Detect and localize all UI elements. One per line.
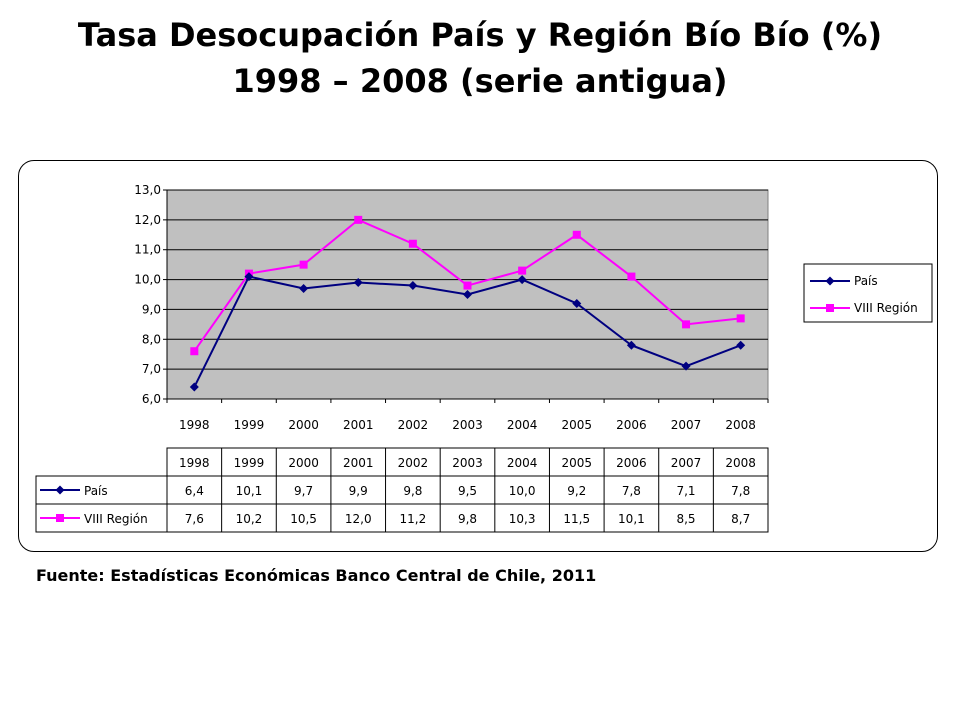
data-point-0-8 (626, 340, 636, 350)
table-header-cell: 2001 (343, 456, 374, 470)
table-header-cell: 2005 (561, 456, 592, 470)
y-tick-label: 6,0 (142, 392, 161, 406)
table-cell-1-3: 12,0 (345, 512, 372, 526)
table-header-cell: 1999 (234, 456, 265, 470)
table-cell-0-2: 9,7 (294, 484, 313, 498)
table-cell-1-2: 10,5 (290, 512, 317, 526)
table-cell-0-9: 7,1 (676, 484, 695, 498)
x-tick-label: 1999 (234, 418, 265, 432)
table-cell-1-0: 7,6 (185, 512, 204, 526)
data-point-1-10 (736, 314, 745, 323)
table-header-cell: 2002 (398, 456, 429, 470)
slide-title: Tasa Desocupación País y Región Bío Bío … (40, 12, 920, 104)
table-cell-1-7: 11,5 (563, 512, 590, 526)
x-tick-label: 2006 (616, 418, 647, 432)
table-cell-0-5: 9,5 (458, 484, 477, 498)
table-cell-0-3: 9,9 (349, 484, 368, 498)
table-cell-0-0: 6,4 (185, 484, 204, 498)
table-header-cell: 2003 (452, 456, 483, 470)
table-header-cell: 1998 (179, 456, 210, 470)
table-header-cell: 2000 (288, 456, 319, 470)
x-tick-label: 2005 (561, 418, 592, 432)
data-point-0-0 (189, 382, 199, 392)
legend-label-1: VIII Región (854, 301, 918, 315)
table-cell-0-8: 7,8 (622, 484, 641, 498)
table-cell-0-10: 7,8 (731, 484, 750, 498)
y-tick-label: 13,0 (134, 183, 161, 197)
table-cell-0-1: 10,1 (236, 484, 263, 498)
y-tick-label: 12,0 (134, 213, 161, 227)
x-tick-label: 2003 (452, 418, 483, 432)
y-tick-label: 10,0 (134, 273, 161, 287)
data-point-0-1 (244, 272, 254, 282)
x-tick-label: 2008 (725, 418, 756, 432)
data-point-0-10 (736, 340, 746, 350)
legend-box (803, 263, 933, 323)
table-cell-1-9: 8,5 (676, 512, 695, 526)
table-cell-1-1: 10,2 (236, 512, 263, 526)
data-point-0-6 (517, 275, 527, 285)
table-series-label-0: País (84, 484, 108, 498)
y-tick-label: 11,0 (134, 243, 161, 257)
y-tick-label: 8,0 (142, 332, 161, 346)
data-point-0-4 (408, 281, 418, 291)
table-legend-marker-0 (55, 485, 65, 495)
y-tick-label: 9,0 (142, 302, 161, 316)
data-point-1-7 (572, 230, 581, 239)
data-point-0-3 (353, 278, 363, 288)
table-cell-1-10: 8,7 (731, 512, 750, 526)
table-cell-0-4: 9,8 (403, 484, 422, 498)
data-point-1-5 (463, 281, 472, 290)
table-cell-1-8: 10,1 (618, 512, 645, 526)
data-point-0-7 (572, 298, 582, 308)
legend-label-0: País (854, 274, 878, 288)
data-point-1-6 (518, 266, 527, 275)
x-tick-label: 2002 (398, 418, 429, 432)
table-header-cell: 2007 (671, 456, 702, 470)
table-cell-0-7: 9,2 (567, 484, 586, 498)
data-point-1-3 (354, 215, 363, 224)
table-header-cell: 2004 (507, 456, 538, 470)
data-point-1-4 (408, 239, 417, 248)
source-note: Fuente: Estadísticas Económicas Banco Ce… (36, 566, 597, 585)
data-point-0-9 (681, 361, 691, 371)
x-tick-label: 1998 (179, 418, 210, 432)
x-tick-label: 2004 (507, 418, 538, 432)
data-point-1-2 (299, 260, 308, 269)
legend-marker-0 (825, 276, 835, 286)
table-cell-1-4: 11,2 (400, 512, 427, 526)
data-point-1-0 (190, 347, 199, 356)
data-point-1-8 (627, 272, 636, 281)
table-series-label-1: VIII Región (84, 512, 148, 526)
table-legend-marker-1 (56, 514, 64, 522)
data-point-0-5 (463, 290, 472, 299)
data-point-1-9 (682, 320, 691, 329)
x-tick-label: 2000 (288, 418, 319, 432)
y-tick-label: 7,0 (142, 362, 161, 376)
title-line-1: Tasa Desocupación País y Región Bío Bío … (77, 16, 883, 54)
x-tick-label: 2001 (343, 418, 374, 432)
data-point-0-2 (299, 284, 309, 294)
x-tick-label: 2007 (671, 418, 702, 432)
table-header-cell: 2008 (725, 456, 756, 470)
legend-marker-1 (826, 304, 834, 312)
table-cell-1-6: 10,3 (509, 512, 536, 526)
table-header-cell: 2006 (616, 456, 647, 470)
table-cell-0-6: 10,0 (509, 484, 536, 498)
table-cell-1-5: 9,8 (458, 512, 477, 526)
title-line-2: 1998 – 2008 (serie antigua) (232, 62, 728, 100)
